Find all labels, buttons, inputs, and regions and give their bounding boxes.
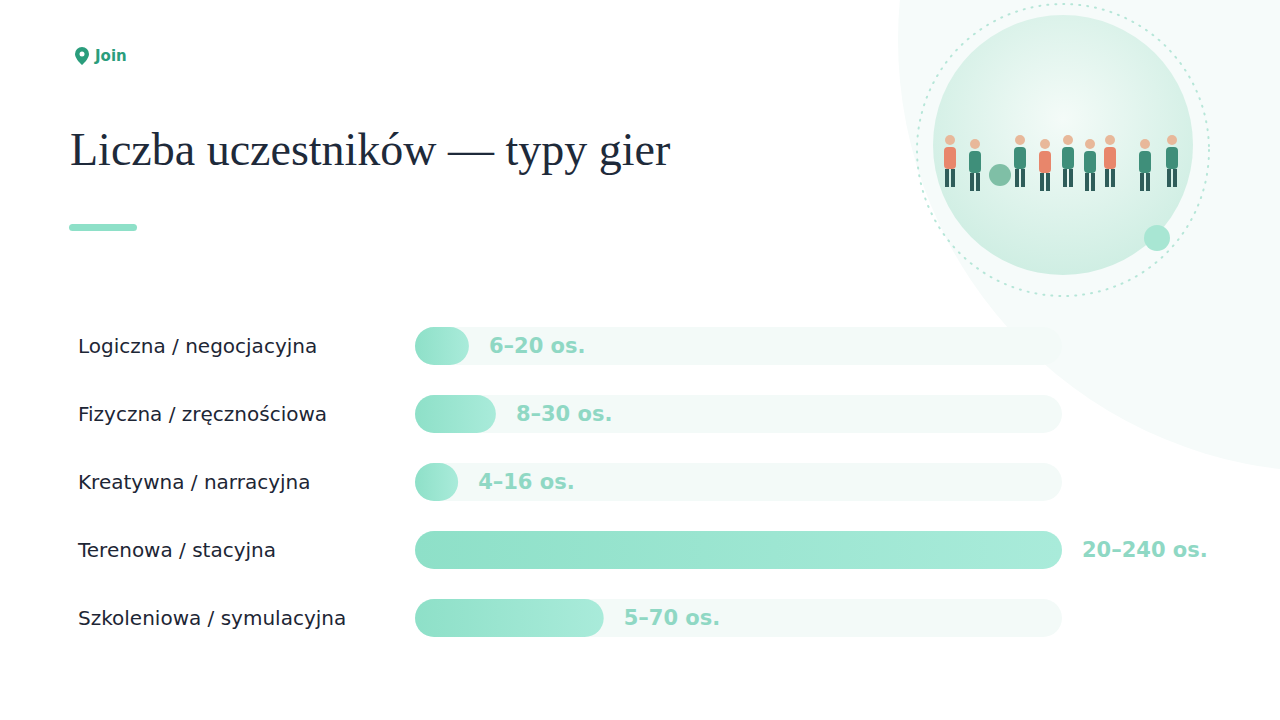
svg-text:8–30 os.: 8–30 os. — [516, 402, 613, 426]
svg-text:Liczba uczestników — typy gier: Liczba uczestników — typy gier — [70, 124, 670, 175]
svg-text:6–20 os.: 6–20 os. — [489, 334, 586, 358]
svg-text:Logiczna / negocjacyjna: Logiczna / negocjacyjna — [78, 334, 317, 358]
svg-text:Fizyczna / zręcznościowa: Fizyczna / zręcznościowa — [78, 402, 327, 426]
svg-text:5–70 os.: 5–70 os. — [624, 606, 721, 630]
svg-text:Join: Join — [94, 47, 127, 65]
svg-text:20–240 os.: 20–240 os. — [1082, 538, 1208, 562]
svg-text:4–16 os.: 4–16 os. — [478, 470, 575, 494]
svg-text:Kreatywna / narracyjna: Kreatywna / narracyjna — [78, 470, 310, 494]
svg-text:Szkoleniowa / symulacyjna: Szkoleniowa / symulacyjna — [78, 606, 346, 630]
svg-text:Terenowa / stacyjna: Terenowa / stacyjna — [77, 538, 276, 562]
